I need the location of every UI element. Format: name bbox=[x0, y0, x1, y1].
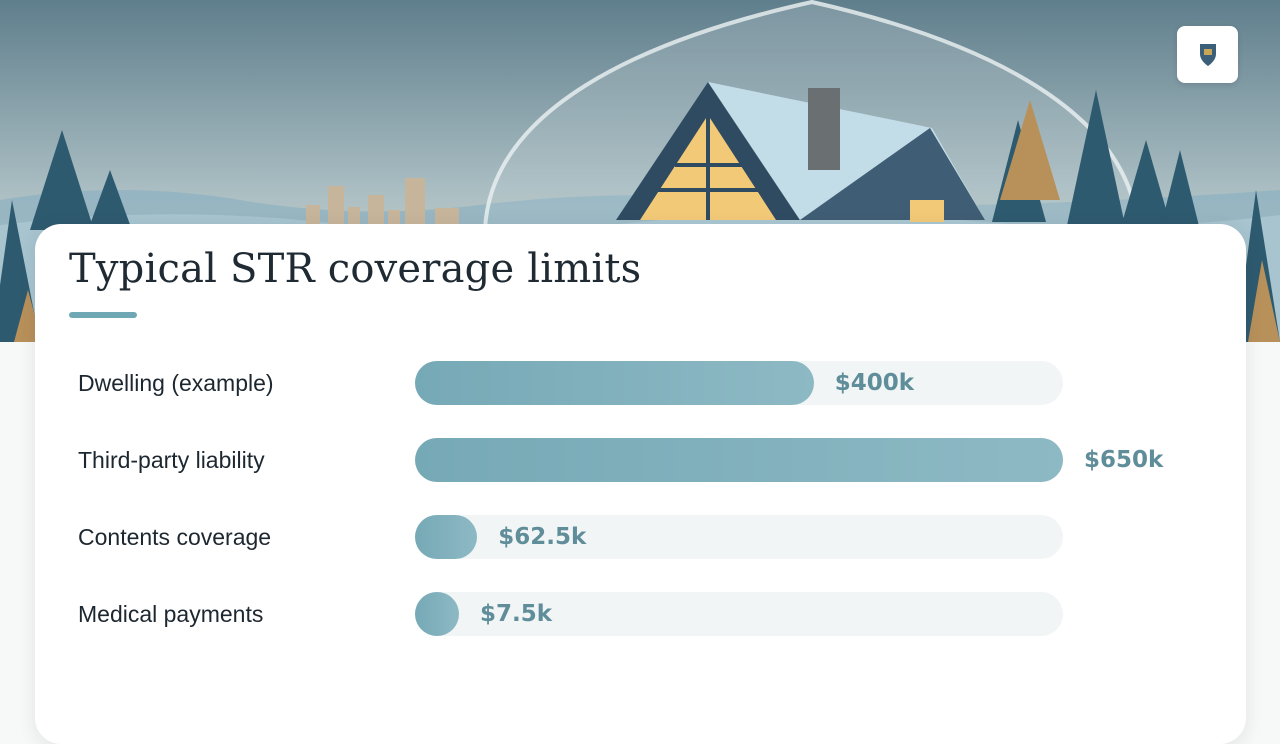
bar-track bbox=[415, 592, 1063, 636]
bar-value-label: $62.5k bbox=[498, 524, 587, 550]
bar-track bbox=[415, 438, 1063, 482]
bar-category-label: Contents coverage bbox=[78, 524, 272, 550]
bar-value-label: $650k bbox=[1084, 447, 1164, 473]
chart-title: Typical STR coverage limits bbox=[69, 246, 642, 292]
bar-track bbox=[415, 515, 1063, 559]
bar-value-label: $7.5k bbox=[480, 601, 553, 627]
bar-row: Third-party liability $650k bbox=[35, 438, 1246, 482]
bar-track bbox=[415, 361, 1063, 405]
bar-category-label: Dwelling (example) bbox=[78, 370, 274, 396]
bar-row: Dwelling (example) $400k bbox=[35, 361, 1246, 405]
house-icon bbox=[616, 82, 985, 222]
bar-fill bbox=[415, 361, 814, 405]
bar-row: Contents coverage $62.5k bbox=[35, 515, 1246, 559]
bar-value-label: $400k bbox=[834, 370, 915, 396]
bar-fill bbox=[415, 592, 459, 636]
bar-category-label: Third-party liability bbox=[78, 447, 265, 473]
coverage-card: Typical STR coverage limits Dwelling (ex… bbox=[35, 224, 1246, 744]
crest-logo-icon bbox=[1199, 43, 1216, 66]
logo-badge bbox=[1177, 26, 1238, 83]
bar-fill bbox=[415, 438, 1063, 482]
bar-category-label: Medical payments bbox=[78, 601, 264, 627]
bar-fill bbox=[415, 515, 478, 559]
title-underline bbox=[69, 312, 137, 318]
city-skyline bbox=[306, 178, 459, 225]
bar-row: Medical payments $7.5k bbox=[35, 592, 1246, 636]
